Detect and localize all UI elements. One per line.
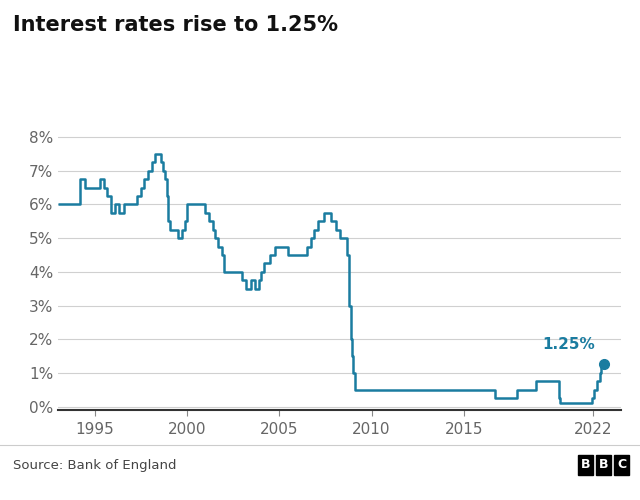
Text: C: C [617, 458, 626, 471]
Text: B: B [581, 458, 590, 471]
Text: B: B [599, 458, 608, 471]
Text: 1.25%: 1.25% [542, 336, 595, 351]
Text: Source: Bank of England: Source: Bank of England [13, 458, 176, 471]
Text: Interest rates rise to 1.25%: Interest rates rise to 1.25% [13, 15, 338, 35]
